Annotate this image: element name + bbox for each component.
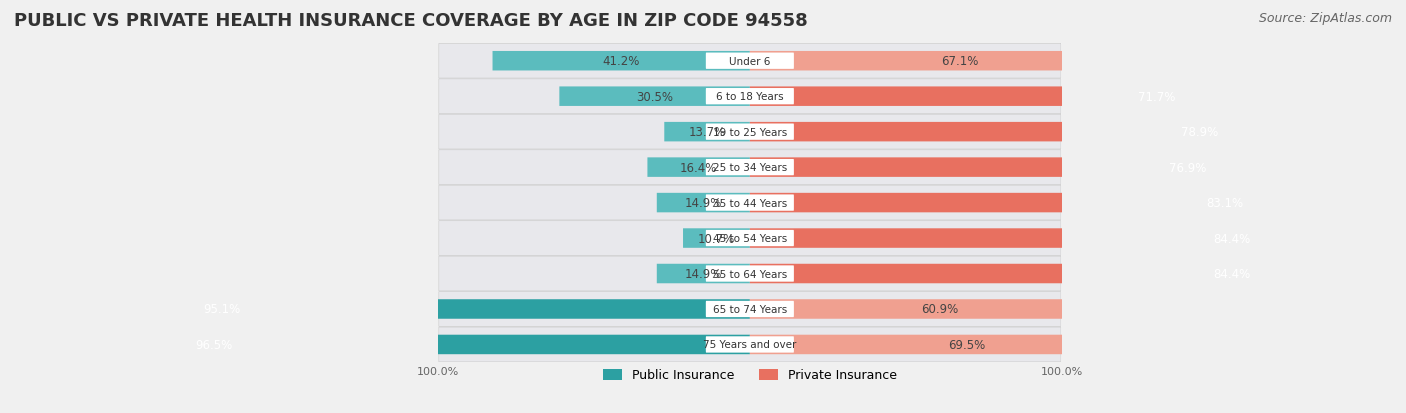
Text: 45 to 54 Years: 45 to 54 Years — [713, 233, 787, 243]
FancyBboxPatch shape — [706, 266, 794, 282]
Text: 65 to 74 Years: 65 to 74 Years — [713, 304, 787, 314]
Text: 55 to 64 Years: 55 to 64 Years — [713, 269, 787, 279]
FancyBboxPatch shape — [749, 335, 1184, 354]
FancyBboxPatch shape — [749, 123, 1243, 142]
Text: 30.5%: 30.5% — [636, 90, 673, 103]
FancyBboxPatch shape — [437, 79, 1062, 115]
Text: 96.5%: 96.5% — [195, 338, 232, 351]
FancyBboxPatch shape — [749, 158, 1230, 178]
Text: 14.9%: 14.9% — [685, 197, 723, 209]
Text: 84.4%: 84.4% — [1213, 232, 1251, 245]
FancyBboxPatch shape — [492, 52, 749, 71]
Text: 67.1%: 67.1% — [941, 55, 979, 68]
FancyBboxPatch shape — [439, 186, 1062, 221]
Text: 75 Years and over: 75 Years and over — [703, 339, 797, 350]
Text: 41.2%: 41.2% — [603, 55, 640, 68]
Text: 83.1%: 83.1% — [1206, 197, 1243, 209]
FancyBboxPatch shape — [148, 335, 749, 354]
Text: 95.1%: 95.1% — [204, 303, 240, 316]
FancyBboxPatch shape — [647, 158, 749, 178]
FancyBboxPatch shape — [657, 264, 749, 284]
FancyBboxPatch shape — [156, 299, 749, 319]
FancyBboxPatch shape — [439, 292, 1062, 327]
Text: 69.5%: 69.5% — [948, 338, 986, 351]
Text: Under 6: Under 6 — [730, 57, 770, 66]
FancyBboxPatch shape — [437, 256, 1062, 292]
FancyBboxPatch shape — [706, 124, 794, 140]
Text: Source: ZipAtlas.com: Source: ZipAtlas.com — [1258, 12, 1392, 25]
FancyBboxPatch shape — [437, 221, 1062, 256]
Text: 84.4%: 84.4% — [1213, 267, 1251, 280]
FancyBboxPatch shape — [706, 89, 794, 105]
FancyBboxPatch shape — [706, 53, 794, 70]
Text: 35 to 44 Years: 35 to 44 Years — [713, 198, 787, 208]
FancyBboxPatch shape — [706, 301, 794, 317]
FancyBboxPatch shape — [439, 256, 1062, 291]
FancyBboxPatch shape — [749, 193, 1268, 213]
FancyBboxPatch shape — [706, 337, 794, 353]
FancyBboxPatch shape — [706, 159, 794, 176]
FancyBboxPatch shape — [437, 150, 1062, 185]
FancyBboxPatch shape — [706, 195, 794, 211]
FancyBboxPatch shape — [749, 299, 1130, 319]
FancyBboxPatch shape — [749, 52, 1168, 71]
FancyBboxPatch shape — [439, 80, 1062, 114]
FancyBboxPatch shape — [657, 193, 749, 213]
Text: 76.9%: 76.9% — [1168, 161, 1206, 174]
Text: 71.7%: 71.7% — [1137, 90, 1175, 103]
FancyBboxPatch shape — [749, 264, 1277, 284]
FancyBboxPatch shape — [437, 115, 1062, 150]
FancyBboxPatch shape — [683, 229, 749, 248]
FancyBboxPatch shape — [439, 327, 1062, 362]
FancyBboxPatch shape — [560, 87, 749, 107]
Text: 25 to 34 Years: 25 to 34 Years — [713, 163, 787, 173]
FancyBboxPatch shape — [439, 44, 1062, 79]
FancyBboxPatch shape — [437, 327, 1062, 362]
Text: PUBLIC VS PRIVATE HEALTH INSURANCE COVERAGE BY AGE IN ZIP CODE 94558: PUBLIC VS PRIVATE HEALTH INSURANCE COVER… — [14, 12, 808, 30]
Text: 19 to 25 Years: 19 to 25 Years — [713, 127, 787, 137]
FancyBboxPatch shape — [437, 292, 1062, 327]
Text: 14.9%: 14.9% — [685, 267, 723, 280]
FancyBboxPatch shape — [749, 229, 1277, 248]
Text: 60.9%: 60.9% — [921, 303, 959, 316]
FancyBboxPatch shape — [749, 87, 1198, 107]
FancyBboxPatch shape — [664, 123, 749, 142]
FancyBboxPatch shape — [439, 150, 1062, 185]
Text: 10.7%: 10.7% — [697, 232, 735, 245]
FancyBboxPatch shape — [439, 115, 1062, 150]
FancyBboxPatch shape — [437, 44, 1062, 79]
FancyBboxPatch shape — [437, 185, 1062, 221]
Text: 6 to 18 Years: 6 to 18 Years — [716, 92, 783, 102]
Legend: Public Insurance, Private Insurance: Public Insurance, Private Insurance — [603, 368, 897, 382]
FancyBboxPatch shape — [706, 230, 794, 247]
Text: 78.9%: 78.9% — [1181, 126, 1218, 139]
FancyBboxPatch shape — [439, 221, 1062, 256]
Text: 13.7%: 13.7% — [689, 126, 725, 139]
Text: 16.4%: 16.4% — [681, 161, 717, 174]
